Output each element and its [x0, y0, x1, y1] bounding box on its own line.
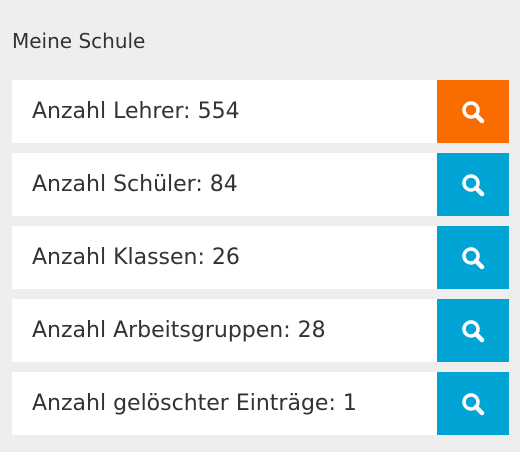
search-icon	[462, 173, 485, 196]
search-button[interactable]	[437, 153, 509, 216]
stat-text: Anzahl gelöschter Einträge: 1	[32, 391, 357, 416]
search-button[interactable]	[437, 372, 509, 435]
search-button[interactable]	[437, 226, 509, 289]
stat-text: Anzahl Schüler: 84	[32, 172, 238, 197]
stat-text: Anzahl Arbeitsgruppen: 28	[32, 318, 326, 343]
stat-row: Anzahl Lehrer: 554	[12, 80, 509, 143]
search-icon	[462, 319, 485, 342]
search-icon	[462, 100, 485, 123]
search-icon	[462, 246, 485, 269]
section-title: Meine Schule	[12, 29, 146, 53]
stat-text: Anzahl Lehrer: 554	[32, 99, 240, 124]
stat-row: Anzahl Schüler: 84	[12, 153, 509, 216]
stat-row: Anzahl Klassen: 26	[12, 226, 509, 289]
stat-text: Anzahl Klassen: 26	[32, 245, 240, 270]
search-button[interactable]	[437, 80, 509, 143]
stat-row: Anzahl gelöschter Einträge: 1	[12, 372, 509, 435]
search-button[interactable]	[437, 299, 509, 362]
search-icon	[462, 392, 485, 415]
stat-row: Anzahl Arbeitsgruppen: 28	[12, 299, 509, 362]
